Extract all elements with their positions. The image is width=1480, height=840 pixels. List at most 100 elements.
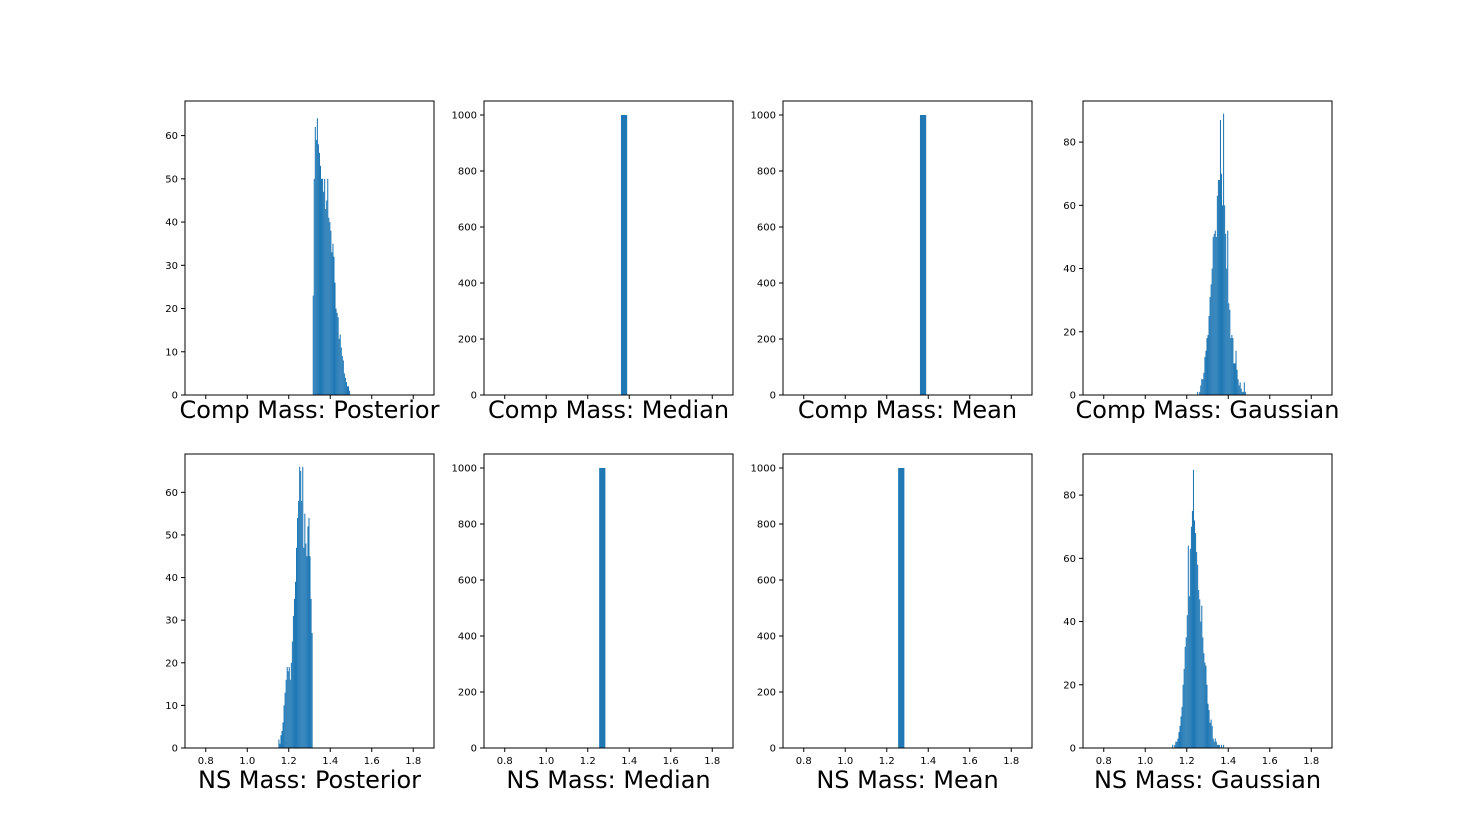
histogram-bar <box>284 692 286 748</box>
histogram-bar <box>1172 744 1174 748</box>
histogram-bar <box>1207 703 1209 748</box>
histogram-bar <box>279 743 281 748</box>
axes-frame <box>1082 453 1333 749</box>
histogram-bar <box>1228 303 1230 395</box>
histogram-bar <box>305 543 307 748</box>
histogram-bar <box>1212 738 1214 748</box>
histogram-bar <box>1242 391 1244 395</box>
histogram-bar <box>1210 284 1212 395</box>
y-tick-label: 10 <box>165 701 178 712</box>
y-tick-label: 0 <box>1070 744 1076 755</box>
x-tick-label: 1.8 <box>1003 756 1019 767</box>
histogram-bar <box>1174 744 1176 748</box>
histogram-bar <box>342 360 344 395</box>
y-tick-label: 50 <box>165 174 178 185</box>
histogram-bar <box>1213 233 1215 395</box>
x-tick-label: 1.0 <box>538 756 554 767</box>
y-tick-label: 600 <box>458 576 477 587</box>
histogram-bar <box>1196 552 1198 748</box>
histogram-bar <box>1230 338 1232 395</box>
axes-frame <box>782 100 1033 396</box>
histogram-bar <box>1191 510 1193 748</box>
axes-frame <box>483 100 734 396</box>
histogram-bar <box>339 334 341 395</box>
histogram-bar <box>1197 391 1199 395</box>
histogram-panel: 0 20 40 60 80 0.8 1.0 1.2 1.4 1.6 1.8NS Mass: Gaus… <box>1063 453 1333 794</box>
y-tick-label: 1000 <box>452 111 477 122</box>
histogram-bar <box>1231 334 1233 395</box>
histogram-bar <box>289 679 291 748</box>
y-tick-label: 0 <box>770 744 776 755</box>
x-tick-label: 1.4 <box>1220 756 1236 767</box>
histogram-bar <box>1225 233 1227 395</box>
y-tick-label: 400 <box>458 632 477 643</box>
histogram-bar <box>1233 363 1235 395</box>
histogram-bar <box>285 679 287 748</box>
histogram-bar <box>313 178 315 395</box>
x-tick-label: 1.8 <box>704 756 720 767</box>
y-tick-label: 200 <box>458 335 477 346</box>
x-tick-label: 0.8 <box>796 756 812 767</box>
histogram-bar <box>1199 599 1201 748</box>
histogram-bar <box>1244 391 1246 395</box>
histogram-bar <box>1182 684 1184 748</box>
y-tick-label: 40 <box>1063 264 1076 275</box>
histogram-bar <box>1241 391 1243 395</box>
y-tick-label: 800 <box>458 520 477 531</box>
histogram-bar <box>1235 350 1237 395</box>
histogram-bar <box>296 547 298 748</box>
histogram-bar <box>330 230 332 395</box>
histogram-bar <box>1189 548 1191 748</box>
histogram-bar <box>312 295 314 395</box>
histogram-bar <box>314 126 316 395</box>
histogram-bar <box>293 598 295 748</box>
histogram-bar <box>344 377 346 395</box>
histogram-bar <box>300 471 302 748</box>
y-tick-label: 0 <box>172 391 178 402</box>
panel-title: NS Mass: Median <box>506 766 710 794</box>
histogram-bar <box>1181 706 1183 748</box>
panel-title: NS Mass: Gaussian <box>1094 766 1321 794</box>
y-tick-label: 30 <box>165 261 178 272</box>
histogram-bar <box>898 468 905 748</box>
histogram-bar <box>1175 741 1177 748</box>
histogram-bar <box>1195 533 1197 748</box>
histogram-bar <box>341 356 343 395</box>
histogram-bar <box>1180 716 1182 748</box>
histogram-bar <box>336 312 338 395</box>
histogram-bar <box>340 347 342 395</box>
x-tick-label: 1.0 <box>1137 756 1153 767</box>
histogram-bar <box>1200 385 1202 395</box>
histogram-bar <box>319 165 322 395</box>
y-tick-label: 60 <box>165 488 178 499</box>
histogram-bar <box>287 671 289 748</box>
y-tick-label: 80 <box>1063 491 1076 502</box>
x-tick-label: 1.6 <box>1262 756 1278 767</box>
histogram-bar <box>304 513 306 748</box>
histogram-bar <box>1236 369 1238 395</box>
panel-title: NS Mass: Posterior <box>198 766 421 794</box>
y-tick-label: 600 <box>757 576 776 587</box>
histogram-bar <box>1185 637 1187 748</box>
axes-frame <box>184 453 435 749</box>
histogram-bar <box>1218 744 1220 748</box>
histogram-bar <box>1223 113 1225 396</box>
histogram-bar <box>294 581 297 748</box>
histogram-bar <box>1220 173 1223 395</box>
histogram-bar <box>1202 637 1204 748</box>
histogram-panel: 0 10 20 30 40 50 60 Comp Mass: Posterior <box>165 100 440 424</box>
histogram-bar <box>1203 653 1205 748</box>
x-tick-label: 1.2 <box>879 756 895 767</box>
histogram-bar <box>332 243 334 395</box>
histogram-panel: 0 10 20 30 40 50 60 0.8 1.0 1.2 1.4 1.6 1.8NS Mass: … <box>165 453 435 794</box>
panel-title: Comp Mass: Posterior <box>180 396 440 424</box>
histogram-bar <box>1216 744 1218 748</box>
histogram-bar <box>1207 334 1209 395</box>
histogram-bar <box>1224 205 1226 395</box>
histogram-bar <box>307 526 309 748</box>
histogram-panel: 0 200 400 600 800 1000 Comp Mass: Mean <box>751 100 1033 424</box>
histogram-bar <box>1222 205 1224 395</box>
histogram-bar <box>302 466 304 748</box>
histogram-bar <box>346 386 348 395</box>
histogram-bar <box>338 338 340 395</box>
